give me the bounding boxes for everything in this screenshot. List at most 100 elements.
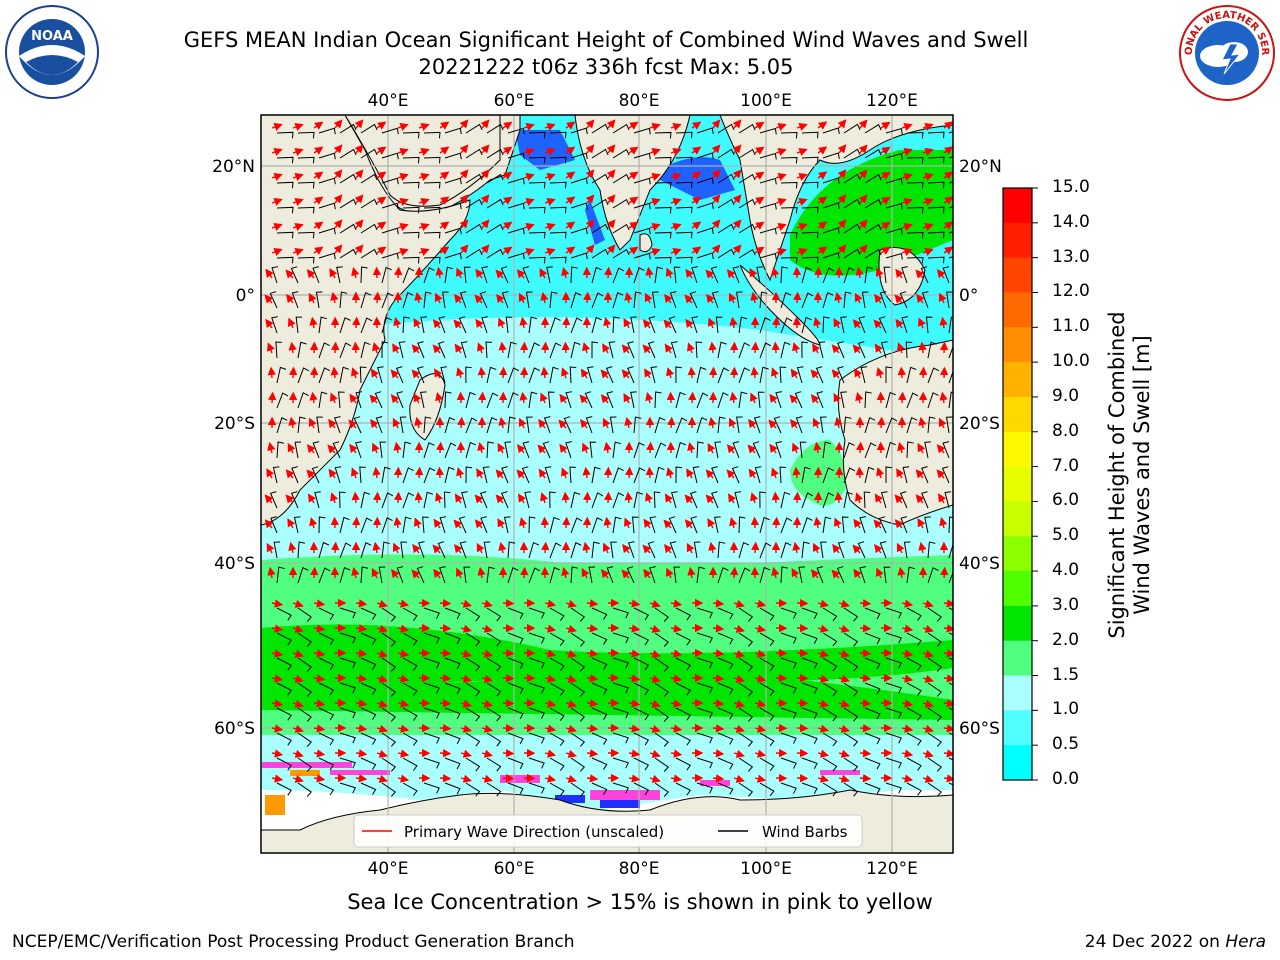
wave-direction-arrow [439,723,452,733]
wind-barb [402,632,418,646]
colorbar-segment [1003,710,1032,746]
wind-barb [691,316,698,334]
wind-barb [503,516,511,534]
sea-ice-caption: Sea Ice Concentration > 15% is shown in … [347,890,933,914]
wave-direction-arrow [623,393,632,404]
wave-direction-arrow [481,649,494,658]
wave-direction-arrow [580,418,589,429]
wind-barb [549,732,565,746]
wave-direction-arrow [455,267,464,279]
wind-barb [801,657,818,670]
wind-barb [864,732,881,745]
wave-direction-arrow [810,394,820,404]
wave-direction-arrow [352,316,361,329]
wave-direction-arrow [712,774,725,783]
wave-direction-arrow [663,319,673,329]
wave-direction-arrow [585,119,595,129]
wind-barb [276,131,294,139]
wind-barb [885,682,902,694]
wave-direction-arrow [372,491,382,504]
wind-barb [653,491,661,509]
wind-barb [752,441,761,459]
wind-barb [360,607,377,620]
wave-direction-arrow [644,292,653,304]
wind-barb [276,566,285,584]
wave-direction-arrow [792,491,802,504]
wind-barb [608,341,616,359]
wind-barb [549,231,567,239]
wind-barb [843,707,859,722]
wave-direction-arrow [333,119,343,129]
wave-direction-arrow [565,699,577,708]
wave-direction-arrow [874,343,883,354]
wind-barb [528,316,538,334]
wind-barb [526,416,533,434]
wave-direction-arrow [859,749,872,758]
wave-direction-arrow [397,198,409,206]
lon-label-top: 100°E [740,91,792,111]
wave-direction-arrow [748,468,757,479]
wave-direction-arrow [288,541,297,554]
lon-label-top: 120°E [866,91,918,111]
wave-direction-arrow [502,773,515,783]
wave-direction-arrow [670,699,683,708]
wind-barb [780,131,798,139]
wind-barb [801,266,812,284]
wave-direction-arrow [411,344,421,354]
wave-direction-arrow [544,123,556,131]
wind-barb [801,682,818,695]
wind-barb [507,127,525,135]
wave-direction-arrow [817,196,828,205]
wind-barb [822,607,838,622]
wind-barb [633,127,651,135]
wind-barb [801,757,818,770]
wind-barb [843,467,856,484]
wind-barb [780,491,791,509]
wind-barb [440,366,448,384]
wave-direction-arrow [754,171,765,180]
wind-barb [339,566,351,584]
wave-direction-arrow [901,674,914,683]
wave-direction-arrow [858,144,868,154]
wave-direction-arrow [769,443,778,454]
wave-direction-arrow [308,417,317,429]
wind-barb [654,231,672,239]
wind-barb [840,391,847,409]
wind-barb [549,131,567,139]
wave-direction-arrow [600,369,610,379]
wind-barb [927,392,939,409]
wave-direction-arrow [271,148,283,156]
wind-barb [632,516,639,534]
wave-direction-arrow [943,146,953,155]
wind-barb [822,467,834,484]
wave-direction-arrow [922,674,934,683]
wind-barb [799,441,807,459]
wind-barb [633,267,645,284]
wind-barb [675,632,691,646]
wind-barb [654,131,672,139]
wave-direction-arrow [603,441,612,454]
wave-direction-arrow [896,542,905,554]
wave-direction-arrow [435,266,444,279]
wave-direction-arrow [264,519,274,529]
wind-barb [801,732,818,745]
wave-direction-arrow [433,518,442,529]
wave-direction-arrow [267,441,276,454]
wind-barb [651,291,659,309]
wave-direction-arrow [880,146,891,155]
wave-direction-arrow [793,291,802,304]
wind-barb [780,542,792,559]
wind-barb [355,441,362,459]
wave-direction-arrow [775,173,787,181]
wave-direction-arrow [775,223,787,231]
wave-direction-arrow [796,223,808,231]
colorbar-segment [1003,466,1032,502]
wind-barb [486,707,502,722]
wind-barb [381,202,399,210]
wind-barb [402,516,412,534]
wave-direction-arrow [540,366,549,379]
wind-barb [654,266,664,284]
wave-direction-arrow [606,194,616,204]
wind-barb [402,267,415,284]
wind-barb [402,607,418,621]
